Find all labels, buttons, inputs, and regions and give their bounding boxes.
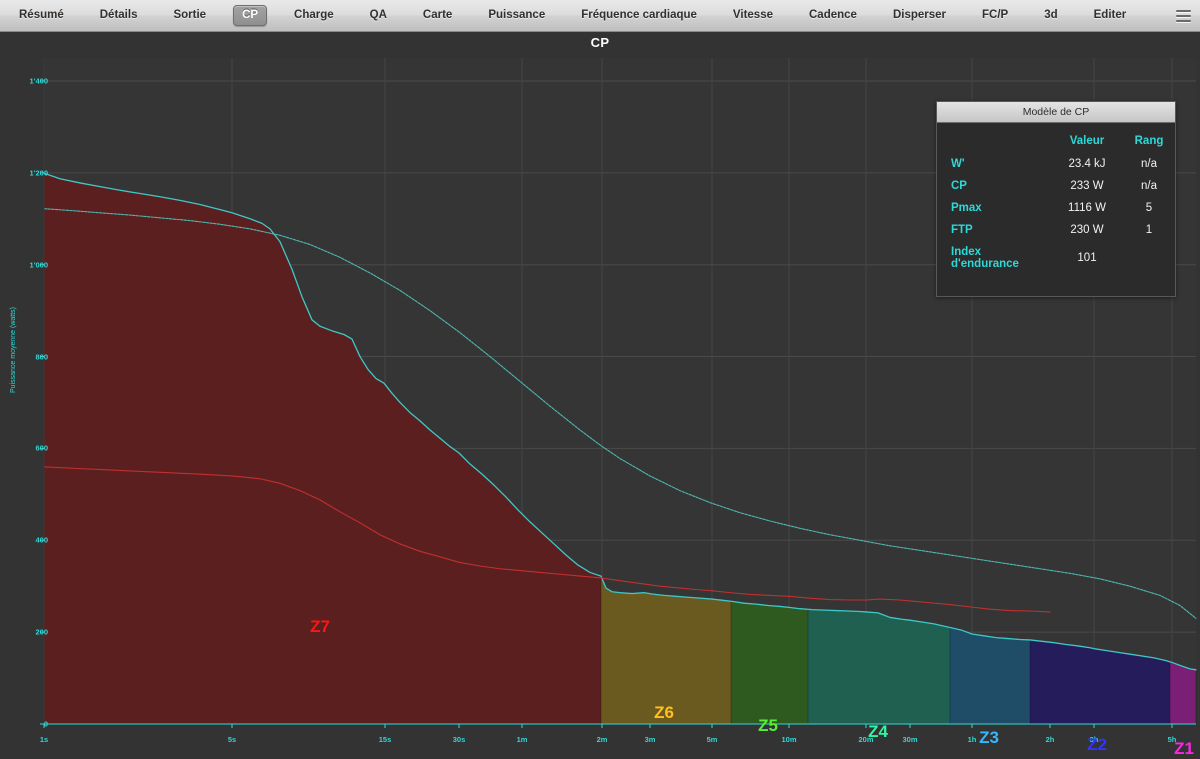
column-header-rang: Rang: [1134, 135, 1164, 147]
x-axis-tick: 20m: [858, 735, 874, 744]
tab-sortie[interactable]: Sortie: [173, 9, 207, 21]
zone-band-z7: [44, 173, 601, 724]
hamburger-icon[interactable]: [1174, 6, 1193, 25]
x-axis-tick: 10m: [781, 735, 797, 744]
zone-band-z2: [1030, 639, 1170, 724]
zone-label-z5: Z5: [758, 716, 778, 735]
x-axis-tick: 30m: [902, 735, 918, 744]
zone-label-z1: Z1: [1174, 739, 1194, 758]
tab-cadence[interactable]: Cadence: [809, 9, 857, 21]
zone-band-z3: [950, 627, 1030, 724]
tab-charge[interactable]: Charge: [294, 9, 334, 21]
table-header-row: Valeur Rang: [937, 130, 1175, 153]
y-axis-tick: 600: [35, 443, 48, 453]
cp-metric-value: 230 W: [1070, 224, 1104, 236]
cp-metric-name: FTP: [951, 224, 973, 236]
cp-model-panel[interactable]: Modèle de CP Valeur Rang W' 23.4 kJ n/a CP 2…: [936, 101, 1176, 297]
zone-label-z7: Z7: [310, 617, 330, 636]
tab-qa[interactable]: QA: [369, 9, 387, 21]
table-row: Index d'endurance 101: [937, 241, 1175, 275]
zone-band-z4: [808, 609, 950, 724]
zone-label-z3: Z3: [979, 728, 999, 747]
zone-band-z5: [731, 601, 808, 724]
table-row: Pmax 1116 W 5: [937, 197, 1175, 219]
x-axis-tick: 1h: [967, 735, 977, 744]
page-title: CP: [590, 35, 610, 50]
y-axis-tick: 1'400: [29, 76, 48, 86]
y-axis-tick: 0: [43, 719, 48, 729]
y-axis-tick: 800: [35, 352, 48, 362]
tab-puissance[interactable]: Puissance: [488, 9, 546, 21]
cp-metric-value: 101: [1077, 252, 1097, 264]
cp-metric-rank: 1: [1145, 224, 1153, 236]
tab-3d[interactable]: 3d: [1044, 9, 1058, 21]
cp-metric-value: 1116 W: [1068, 202, 1106, 214]
cp-metric-name: W': [951, 158, 965, 170]
column-header-metric: [937, 130, 1051, 153]
x-axis-tick: 5m: [706, 735, 718, 744]
cp-model-curve: [43, 208, 1197, 619]
x-axis-tick: 3h: [1089, 735, 1099, 744]
tab-r-sum[interactable]: Résumé: [19, 9, 64, 21]
main-toolbar: Résumé Détails Sortie CP Charge QA Carte Puissa…: [0, 0, 1200, 32]
x-axis-tick: 5s: [227, 735, 237, 744]
x-axis-tick: 1s: [39, 735, 49, 744]
cp-metric-rank: n/a: [1141, 158, 1157, 170]
zone-band-z6: [601, 576, 731, 724]
average-power-curve: [43, 466, 1051, 613]
cp-metric-name: Index d'endurance: [951, 246, 1019, 270]
zone-label-z4: Z4: [868, 722, 888, 741]
column-header-valeur: Valeur: [1069, 135, 1105, 147]
cp-metric-rank: 5: [1145, 202, 1153, 214]
tab-editer[interactable]: Editer: [1093, 9, 1127, 21]
hamburger-line: [1176, 19, 1191, 22]
tab-bar: Résumé Détails Sortie CP Charge QA Carte Puissa…: [0, 5, 1144, 26]
cp-metric-value: 23.4 kJ: [1068, 158, 1106, 170]
tab-vitesse[interactable]: Vitesse: [732, 9, 773, 21]
cp-metric-rank: n/a: [1141, 180, 1157, 192]
zone-band-z1: [1170, 661, 1196, 724]
x-axis-tick: 2m: [596, 735, 608, 744]
x-axis-tick: 1m: [516, 735, 528, 744]
zone-label-z2: Z2: [1087, 735, 1107, 754]
x-axis-tick: 3m: [644, 735, 656, 744]
x-axis-tick: 2h: [1045, 735, 1055, 744]
y-axis-tick: 1'200: [29, 168, 48, 178]
tab-fc-p[interactable]: FC/P: [982, 9, 1009, 21]
cp-metric-rank: [1123, 241, 1175, 275]
hamburger-line: [1176, 9, 1191, 12]
tab-fr-quence-cardiaque[interactable]: Fréquence cardiaque: [581, 9, 697, 21]
cp-metric-name: CP: [951, 180, 967, 192]
tab-disperser[interactable]: Disperser: [892, 9, 946, 21]
tab-carte[interactable]: Carte: [422, 9, 453, 21]
table-row: CP 233 W n/a: [937, 175, 1175, 197]
x-axis-tick: 5h: [1167, 735, 1177, 744]
cp-metric-name: Pmax: [951, 202, 982, 214]
y-axis-tick: 1'000: [29, 260, 48, 270]
x-axis-tick: 15s: [378, 735, 392, 744]
tab-cp[interactable]: CP: [233, 5, 268, 26]
cp-metric-value: 233 W: [1070, 180, 1104, 192]
table-row: W' 23.4 kJ n/a: [937, 153, 1175, 175]
hamburger-line: [1176, 14, 1191, 17]
y-axis-tick: 400: [35, 535, 48, 545]
tab-d-tails[interactable]: Détails: [99, 9, 138, 21]
mean-max-power-curve: [43, 172, 1197, 671]
x-axis-tick: 30s: [452, 735, 466, 744]
zone-label-z6: Z6: [654, 703, 674, 722]
cp-model-panel-title: Modèle de CP: [937, 102, 1175, 123]
y-axis-tick: 200: [35, 627, 48, 637]
table-row: FTP 230 W 1: [937, 219, 1175, 241]
